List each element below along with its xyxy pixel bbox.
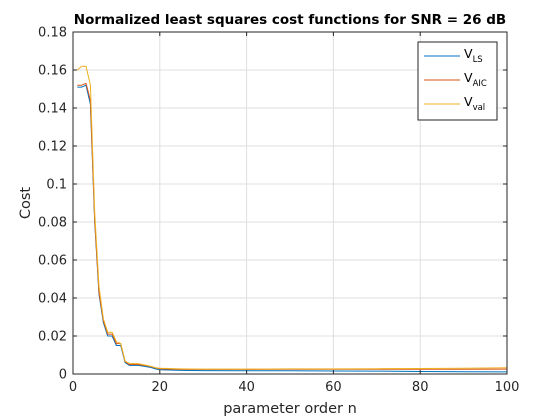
y-tick-label: 0.04 [38,292,67,307]
y-tick-label: 0.18 [38,26,67,41]
y-tick-label: 0.1 [46,178,67,193]
legend-box [417,41,498,121]
chart-title: Normalized least squares cost functions … [74,12,506,28]
legend-subscript: LS [473,55,483,65]
series-line-ls [77,84,508,373]
y-tick-label: 0 [59,368,67,383]
y-tick-label: 0.16 [38,64,67,79]
y-tick-label: 0.02 [38,330,67,345]
series-line-aic [77,82,508,370]
x-tick-label: 100 [495,380,520,395]
x-tick-label: 40 [238,380,255,395]
x-tick-label: 20 [152,380,169,395]
axes-box [72,31,508,375]
y-tick-label: 0.14 [38,102,67,117]
legend-subscript: val [473,103,486,113]
series-line-val [76,65,508,370]
y-tick-label: 0.08 [38,216,67,231]
plot-lines [76,65,508,373]
legend-subscript: AIC [473,79,487,89]
x-tick-label: 0 [69,380,77,395]
ticks: 0 20 40 60 80 100 0 0.02 0.04 0.06 0.08 0.1 0.12 0.14… [38,26,519,396]
x-tick-label: 60 [325,380,342,395]
y-tick-label: 0.06 [38,254,67,269]
y-axis-label: Cost [18,187,34,220]
y-tick-label: 0.12 [38,140,67,155]
x-axis-label: parameter order n [223,401,357,417]
x-tick-label: 80 [412,380,429,395]
